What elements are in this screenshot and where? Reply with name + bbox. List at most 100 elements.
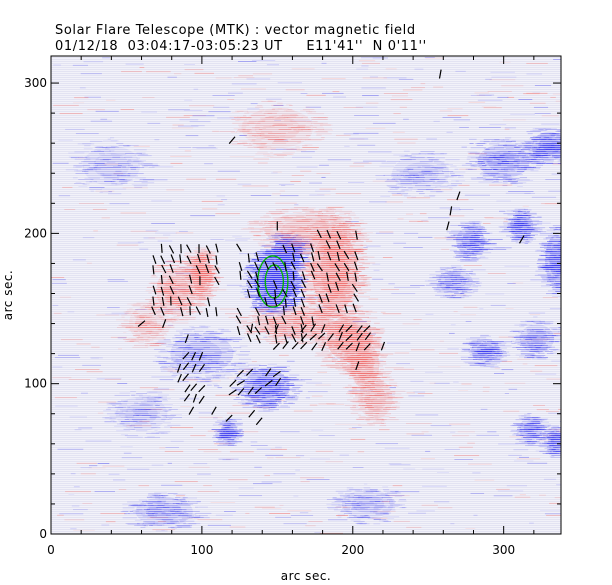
- field-vector-146: [317, 332, 326, 340]
- field-vector-106: [318, 304, 323, 314]
- field-vector-73: [272, 280, 278, 290]
- field-vector-188: [228, 136, 236, 144]
- field-vector-48: [236, 243, 242, 252]
- field-vector-151: [338, 324, 345, 333]
- field-vector-112: [327, 284, 332, 293]
- field-vector-103: [310, 262, 315, 272]
- field-vector-187: [198, 351, 204, 361]
- field-vector-19: [177, 296, 183, 306]
- field-vector-138: [291, 341, 299, 350]
- field-vector-26: [186, 255, 192, 265]
- field-vector-181: [190, 383, 198, 391]
- field-vector-77: [282, 306, 285, 316]
- field-vector-35: [205, 264, 210, 273]
- field-vector-31: [197, 253, 201, 263]
- field-vector-59: [256, 288, 261, 297]
- field-vector-16: [170, 254, 176, 264]
- field-vector-39: [214, 276, 220, 286]
- y-axis-label: arc sec.: [1, 270, 15, 320]
- field-vector-5: [160, 306, 165, 316]
- field-vector-114: [327, 251, 332, 261]
- field-vector-143: [309, 333, 317, 341]
- field-vector-89: [290, 261, 296, 270]
- field-vector-95: [300, 306, 305, 316]
- field-vector-183: [191, 351, 197, 361]
- field-vector-76: [281, 315, 287, 325]
- field-vector-33: [205, 307, 209, 318]
- field-vector-156: [356, 332, 363, 341]
- field-vector-202: [137, 320, 146, 327]
- field-vector-9: [161, 264, 167, 274]
- field-vector-192: [225, 414, 233, 422]
- field-vector-23: [186, 297, 192, 306]
- y-tick-label-100: 100: [24, 377, 47, 391]
- field-vector-30: [195, 265, 201, 274]
- field-vector-199: [438, 69, 442, 79]
- field-vector-158: [363, 343, 371, 351]
- field-vector-173: [177, 373, 182, 383]
- field-vector-171: [275, 377, 282, 387]
- field-vector-62: [254, 261, 260, 271]
- y-tick-label-300: 300: [24, 76, 47, 90]
- field-vector-201: [184, 334, 189, 344]
- field-vector-193: [188, 406, 195, 415]
- field-vector-91: [291, 243, 296, 253]
- field-vector-159: [364, 332, 372, 341]
- field-vector-149: [337, 341, 344, 350]
- field-vector-24: [188, 285, 193, 295]
- field-vector-164: [236, 379, 245, 386]
- field-vector-121: [336, 251, 340, 262]
- field-vector-65: [265, 315, 269, 325]
- field-vector-74: [272, 262, 278, 271]
- field-vector-140: [300, 333, 308, 342]
- field-vector-14: [168, 275, 174, 285]
- field-vector-87: [290, 280, 296, 290]
- field-vector-58: [254, 307, 261, 316]
- field-vector-60: [254, 279, 261, 288]
- field-vector-133: [354, 251, 359, 261]
- field-vector-130: [351, 283, 358, 293]
- field-vector-88: [292, 271, 295, 281]
- field-vector-153: [345, 333, 353, 342]
- field-vector-68: [274, 334, 278, 344]
- field-vector-166: [247, 386, 254, 395]
- field-vector-3: [152, 265, 155, 275]
- field-vector-141: [300, 324, 307, 333]
- field-vector-15: [169, 264, 174, 273]
- field-vector-80: [284, 262, 287, 272]
- field-vector-194: [211, 406, 217, 415]
- field-vector-18: [180, 307, 184, 317]
- field-vector-85: [293, 297, 297, 307]
- field-vector-8: [160, 274, 163, 285]
- field-vector-64: [264, 326, 270, 335]
- field-vector-46: [239, 270, 242, 280]
- field-vector-111: [325, 293, 330, 303]
- x-tick-label-300: 300: [492, 543, 515, 557]
- field-vector-142: [311, 342, 318, 351]
- field-vector-78: [284, 298, 287, 308]
- field-vector-11: [160, 243, 163, 253]
- field-vector-102: [310, 270, 316, 280]
- field-vector-113: [326, 272, 329, 282]
- field-vector-131: [354, 272, 358, 282]
- field-vector-136: [274, 324, 279, 333]
- field-vector-150: [338, 331, 343, 341]
- field-vector-104: [311, 252, 315, 262]
- field-vector-79: [282, 288, 288, 298]
- field-vector-97: [300, 288, 306, 298]
- field-vector-196: [446, 221, 450, 231]
- field-vector-172: [272, 370, 281, 378]
- field-vector-7: [160, 286, 165, 296]
- field-vector-51: [246, 289, 251, 299]
- field-vector-10: [160, 255, 166, 265]
- field-vector-40: [214, 265, 220, 274]
- field-vector-191: [248, 409, 256, 418]
- field-vector-125: [346, 271, 349, 281]
- field-vector-129: [353, 293, 360, 302]
- field-vector-169: [264, 379, 273, 387]
- field-vector-155: [355, 342, 360, 352]
- field-vector-57: [257, 316, 261, 326]
- field-vector-178: [182, 362, 190, 371]
- vector-field-layer: [137, 69, 525, 426]
- field-vector-154: [345, 324, 353, 333]
